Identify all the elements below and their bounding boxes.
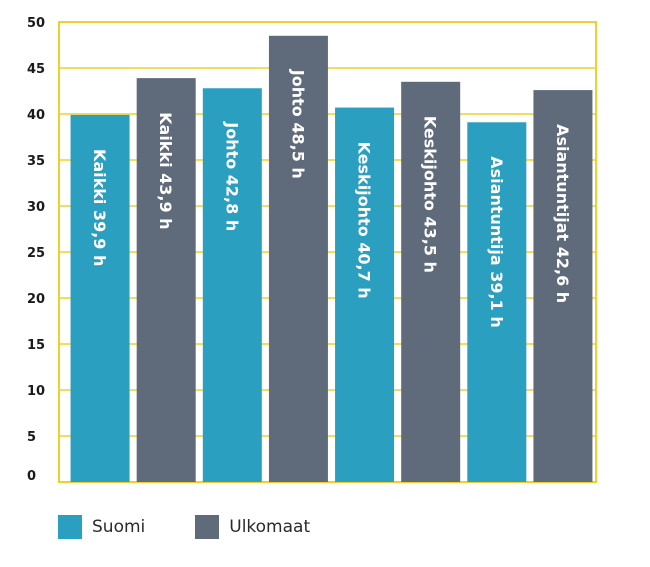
legend-swatch-ulkomaat <box>195 515 219 539</box>
bar-label: Johto 48,5 h <box>288 69 307 179</box>
legend-label-suomi: Suomi <box>92 517 145 537</box>
y-tick-label: 25 <box>27 246 45 261</box>
y-tick-label: 40 <box>27 108 45 123</box>
legend-swatch-suomi <box>58 515 82 539</box>
bar-label: Asiantuntija 39,1 h <box>487 156 506 327</box>
legend: Suomi Ulkomaat <box>58 515 360 539</box>
bar-label: Kaikki 43,9 h <box>156 112 175 229</box>
legend-item-ulkomaat: Ulkomaat <box>195 515 310 539</box>
y-tick-label: 10 <box>27 384 45 399</box>
y-tick-label: 0 <box>27 469 36 484</box>
bars <box>71 36 593 482</box>
y-tick-label: 5 <box>27 430 36 445</box>
y-tick-label: 15 <box>27 338 45 353</box>
y-tick-label: 50 <box>27 16 45 31</box>
legend-item-suomi: Suomi <box>58 515 145 539</box>
y-tick-label: 30 <box>27 200 45 215</box>
bar-label: Keskijohto 40,7 h <box>355 142 374 299</box>
bar-label: Kaikki 39,9 h <box>90 149 109 266</box>
y-axis-ticks: 0 5 10 15 20 25 30 35 40 45 50 <box>27 16 45 484</box>
y-tick-label: 45 <box>27 62 45 77</box>
bar-label: Keskijohto 43,5 h <box>421 116 440 273</box>
y-tick-label: 35 <box>27 154 45 169</box>
bar-label: Johto 42,8 h <box>222 121 241 231</box>
bar-label: Asiantuntijat 42,6 h <box>553 124 572 303</box>
legend-label-ulkomaat: Ulkomaat <box>229 517 310 537</box>
y-tick-label: 20 <box>27 292 45 307</box>
